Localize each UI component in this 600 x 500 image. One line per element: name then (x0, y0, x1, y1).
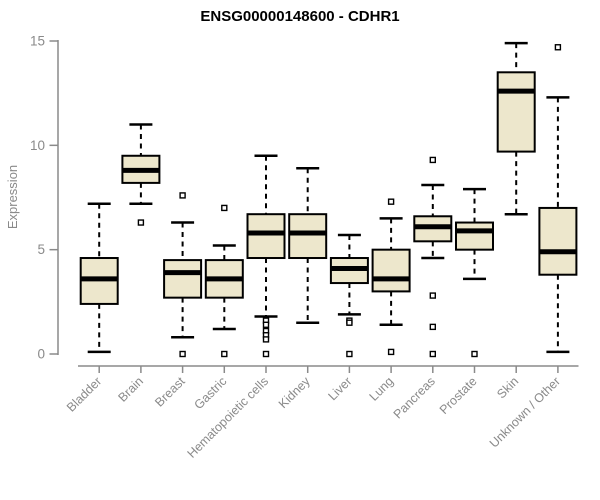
y-axis-label: Expression (5, 165, 20, 229)
y-tick-label: 10 (30, 138, 45, 153)
iqr-box (371, 248, 411, 293)
chart-title: ENSG00000148600 - CDHR1 (200, 8, 399, 25)
outlier-point (429, 323, 436, 331)
outlier-point (262, 336, 270, 343)
iqr-box (538, 206, 578, 276)
outlier-point (346, 319, 353, 326)
x-tick-label: Breast (152, 374, 188, 410)
iqr-box (455, 221, 494, 251)
iqr-box (496, 71, 536, 153)
outlier-point (262, 350, 270, 358)
box-series (79, 41, 578, 358)
outlier-point (429, 350, 436, 358)
y-tick-label: 0 (37, 347, 45, 362)
box-unknown-other (538, 44, 578, 354)
box-skin (496, 41, 536, 216)
outlier-point (429, 292, 436, 299)
outlier-point (387, 348, 395, 356)
box-hematopoietic-cells (246, 154, 286, 358)
outlier-point (179, 192, 186, 199)
y-tick-label: 15 (30, 34, 45, 49)
outlier-point (137, 219, 145, 226)
x-tick-label: Kidney (276, 374, 313, 411)
iqr-box (288, 213, 328, 260)
x-tick-label: Unknown / Other (487, 374, 563, 450)
outlier-point (221, 350, 228, 358)
outlier-point (471, 350, 478, 358)
box-kidney (288, 167, 328, 324)
x-tick-label: Hematopoietic cells (185, 374, 272, 461)
outlier-point (262, 321, 270, 328)
box-breast (163, 192, 203, 358)
box-bladder (79, 202, 119, 354)
box-gastric (204, 204, 244, 358)
y-tick-label: 5 (37, 242, 45, 257)
outlier-point (221, 204, 228, 212)
iqr-box (163, 259, 203, 299)
outlier-point (179, 350, 186, 358)
outlier-point (387, 198, 395, 205)
x-tick-label: Liver (325, 374, 354, 403)
x-tick-label: Pancreas (391, 374, 438, 421)
x-tick-label: Gastric (192, 374, 230, 412)
x-tick-label: Lung (367, 374, 397, 404)
x-tick-label: Bladder (64, 374, 104, 414)
iqr-box (246, 213, 286, 260)
box-brain (121, 123, 161, 226)
box-liver (329, 233, 369, 358)
x-tick-label: Brain (115, 374, 146, 405)
outlier-point (346, 350, 353, 358)
box-lung (371, 198, 411, 356)
x-tick-label: Skin (494, 374, 521, 401)
box-pancreas (413, 156, 453, 358)
box-prostate (455, 187, 494, 358)
x-tick-label: Prostate (437, 374, 480, 417)
outlier-point (429, 156, 436, 164)
outlier-point (554, 44, 562, 51)
